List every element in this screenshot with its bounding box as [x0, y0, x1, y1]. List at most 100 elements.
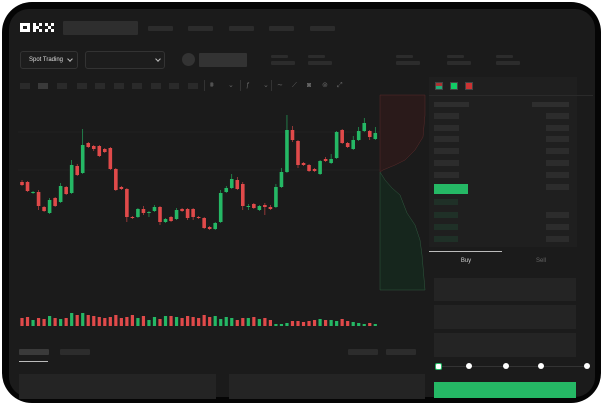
slider-stop[interactable]: [503, 363, 509, 369]
volume-bar: [75, 315, 79, 326]
volume-bar: [152, 317, 157, 326]
volume-bar: [81, 313, 85, 326]
candle-body: [367, 131, 372, 137]
timeframe-button[interactable]: [20, 83, 30, 89]
volume-bar: [362, 324, 366, 326]
volume-bar: [59, 319, 63, 326]
chevron-down-icon[interactable]: ⌄: [263, 82, 269, 89]
line-tool-icon[interactable]: ∼: [277, 82, 283, 89]
candle-body: [86, 143, 91, 147]
settings-icon[interactable]: ⊚: [322, 82, 328, 89]
candle-body: [290, 130, 295, 140]
candle-body: [323, 159, 328, 161]
slider-stop[interactable]: [435, 363, 442, 370]
volume-bar: [64, 318, 68, 326]
chevron-down-icon[interactable]: ⌄: [228, 82, 234, 89]
timeframe-button[interactable]: [57, 83, 67, 89]
volume-bar: [36, 318, 41, 326]
slider-stop[interactable]: [538, 363, 544, 369]
ask-size: [546, 184, 569, 190]
amount-input[interactable]: [434, 305, 576, 329]
nav-item[interactable]: [188, 26, 213, 31]
slider-stop[interactable]: [584, 363, 590, 369]
stat-value: [447, 61, 471, 65]
depth-chart: [379, 94, 426, 291]
timeframe-button[interactable]: [38, 83, 48, 89]
volume-bar: [230, 318, 234, 326]
nav-item[interactable]: [310, 26, 335, 31]
candle-body: [246, 206, 251, 207]
search-bar[interactable]: [63, 21, 138, 35]
volume-bar: [163, 316, 168, 326]
candle-body: [312, 169, 317, 171]
candle-body: [218, 193, 223, 222]
bid-price: [434, 199, 458, 205]
tab-open-orders[interactable]: [19, 349, 49, 355]
candle-body: [31, 192, 35, 193]
ask-size: [546, 136, 569, 142]
candle-body: [58, 186, 63, 202]
filter-button[interactable]: [386, 349, 416, 355]
volume-bar: [125, 317, 129, 326]
timeframe-button[interactable]: [169, 83, 179, 89]
tab-buy[interactable]: Buy: [460, 258, 472, 264]
order-book-asks-icon[interactable]: [465, 82, 473, 90]
candle-body: [252, 204, 256, 208]
ask-price: [434, 160, 459, 166]
candle-type-icon[interactable]: ⩩: [210, 82, 214, 89]
stat-label: [396, 55, 413, 58]
candle-body: [64, 187, 68, 194]
volume-bar: [318, 319, 322, 326]
okx-logo[interactable]: [20, 21, 58, 34]
timeframe-button[interactable]: [151, 83, 161, 89]
nav-item[interactable]: [269, 26, 294, 31]
volume-bar: [324, 320, 328, 326]
candle-body: [20, 182, 24, 185]
ask-price: [434, 148, 459, 154]
bid-size: [546, 236, 569, 242]
tab-sell[interactable]: Sell: [535, 258, 546, 264]
order-book-both-icon[interactable]: [435, 82, 443, 90]
candle-body: [268, 207, 273, 209]
trading-pair-dropdown[interactable]: [85, 51, 165, 69]
ask-price: [434, 136, 459, 142]
buy-submit-button[interactable]: [434, 382, 576, 398]
timeframe-button[interactable]: [95, 83, 105, 89]
market-type-dropdown[interactable]: Spot Trading: [20, 51, 78, 69]
tab-order-history[interactable]: [60, 349, 90, 355]
candle-body: [75, 166, 79, 175]
candle-body: [147, 212, 151, 213]
stat-value: [396, 61, 420, 65]
price-input[interactable]: [434, 278, 576, 301]
timeframe-button[interactable]: [132, 83, 142, 89]
total-input[interactable]: [434, 333, 576, 357]
orders-card: [19, 374, 216, 399]
candle-body: [125, 189, 129, 217]
nav-item[interactable]: [229, 26, 254, 31]
fullscreen-icon[interactable]: ⤢: [337, 82, 343, 89]
volume-bar: [296, 321, 300, 326]
candle-body: [47, 200, 52, 213]
ruler-icon[interactable]: ⟋: [292, 82, 297, 89]
volume-bar: [53, 318, 57, 326]
volume-bar: [92, 316, 96, 326]
timeframe-button[interactable]: [188, 83, 198, 89]
timeframe-button[interactable]: [114, 83, 124, 89]
volume-bar: [351, 322, 355, 326]
coin-icon: [182, 53, 195, 66]
nav-item[interactable]: [148, 26, 173, 31]
amount-slider-track[interactable]: [438, 366, 588, 367]
order-book-bids-icon[interactable]: [450, 82, 458, 90]
ask-price: [434, 113, 459, 119]
candle-body: [224, 188, 229, 192]
volume-bar: [180, 318, 184, 326]
indicators-icon[interactable]: ƒ: [246, 82, 250, 89]
candle-body: [229, 179, 234, 188]
candle-body: [213, 223, 217, 229]
camera-icon[interactable]: ◙: [307, 82, 312, 89]
timeframe-button[interactable]: [77, 83, 87, 89]
filter-button[interactable]: [348, 349, 378, 355]
slider-stop[interactable]: [466, 363, 472, 369]
candle-body: [114, 169, 118, 190]
